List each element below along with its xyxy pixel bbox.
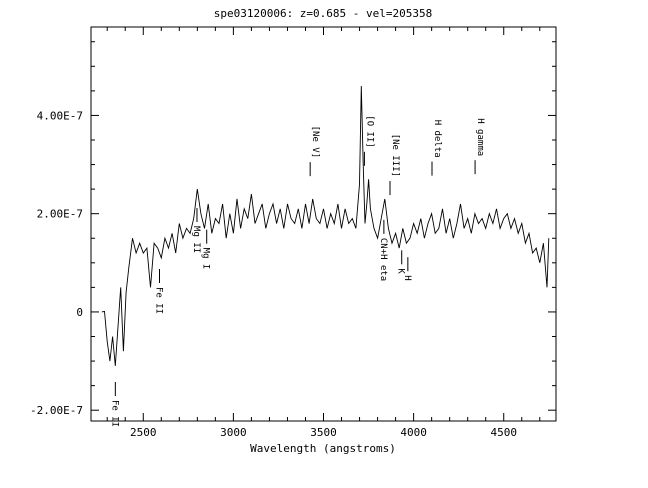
line-label: H delta [432, 120, 442, 158]
line-label: Mg II [191, 226, 201, 253]
line-label: H gamma [475, 118, 485, 156]
line-label: [O II] [364, 115, 374, 148]
x-tick-label: 4500 [490, 426, 517, 439]
y-tick-label: 0 [76, 306, 83, 319]
y-tick-label: 4.00E-7 [37, 109, 83, 122]
x-tick-label: 4000 [400, 426, 427, 439]
y-tick-label: -2.00E-7 [30, 404, 83, 417]
line-label: Mg I [201, 248, 211, 270]
line-label: CN+H eta [378, 238, 388, 281]
plot-frame [90, 26, 557, 422]
line-label: [Ne III] [390, 134, 400, 177]
line-label: Fe II [109, 400, 119, 427]
line-label: Fe II [153, 287, 163, 314]
y-tick-labels: -2.00E-7 0 2.00E-7 4.00E-7 [30, 109, 83, 417]
x-tick-label: 3500 [310, 426, 337, 439]
y-tick-label: 2.00E-7 [37, 208, 83, 221]
line-label: H [402, 275, 412, 280]
x-axis-title: Wavelength (angstroms) [250, 442, 396, 455]
line-label: K [396, 268, 406, 274]
spectrum-line [101, 85, 550, 367]
chart-title: spe03120006: z=0.685 - vel=205358 [214, 7, 433, 20]
x-tick-labels: 2500 3000 3500 4000 4500 [130, 426, 517, 439]
x-tick-label: 2500 [130, 426, 157, 439]
axis-ticks [91, 27, 556, 421]
line-label: [Ne V] [310, 126, 320, 159]
x-tick-label: 3000 [220, 426, 247, 439]
